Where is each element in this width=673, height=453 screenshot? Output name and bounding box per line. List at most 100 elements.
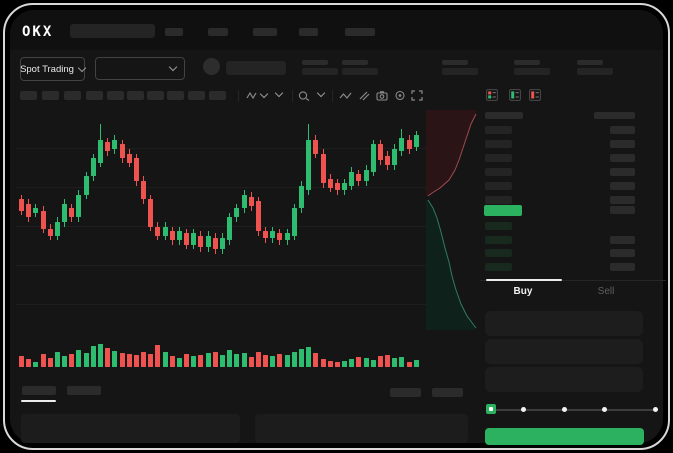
search-input[interactable] [70, 24, 155, 38]
bid-price-skeleton[interactable] [485, 263, 512, 271]
bid-price-skeleton[interactable] [485, 222, 512, 230]
draw-tools-icon[interactable] [358, 90, 370, 101]
trade-input[interactable] [485, 311, 643, 336]
bottom-tab[interactable] [67, 386, 101, 395]
candle [90, 158, 96, 177]
nav-item[interactable] [299, 28, 318, 36]
timeframe-button[interactable] [127, 91, 144, 100]
gridline [16, 304, 426, 305]
book-combined-icon[interactable] [486, 89, 498, 101]
orderbook-column-header [594, 112, 635, 119]
nav-item[interactable] [253, 28, 277, 36]
ask-price-skeleton[interactable] [485, 154, 512, 162]
timeframe-button[interactable] [188, 91, 205, 100]
timeframe-button[interactable] [167, 91, 184, 100]
volume-bar [90, 346, 96, 367]
candle [105, 142, 111, 152]
volume-bar [342, 361, 348, 367]
ask-amount-skeleton[interactable] [610, 182, 635, 190]
nav-item[interactable] [345, 28, 375, 36]
stat-label-skeleton [577, 60, 603, 65]
timeframe-button[interactable] [107, 91, 124, 100]
ask-amount-skeleton[interactable] [610, 196, 635, 204]
candle [234, 208, 240, 218]
book-bids-icon[interactable] [509, 89, 521, 101]
candle [162, 226, 168, 236]
volume-bar [169, 356, 175, 367]
slider-step-dot[interactable] [601, 407, 607, 412]
volume-bar [327, 361, 333, 367]
coin-avatar [203, 58, 220, 75]
amount-slider-track[interactable] [489, 409, 656, 411]
stat-value-skeleton [577, 68, 613, 75]
volume-bar [191, 356, 197, 367]
stat-label-skeleton [442, 60, 468, 65]
stat-label-skeleton [342, 60, 368, 65]
candle [184, 233, 190, 245]
ask-price-skeleton[interactable] [485, 182, 512, 190]
candle [97, 139, 103, 163]
ask-amount-skeleton[interactable] [610, 140, 635, 148]
last-price-bar[interactable] [484, 205, 522, 216]
interval-dropdown[interactable] [274, 88, 284, 98]
candle [241, 194, 247, 209]
book-asks-icon[interactable] [529, 89, 541, 101]
indicator-dropdown[interactable] [316, 88, 326, 98]
gridline [16, 187, 426, 188]
bottom-tab[interactable] [22, 386, 56, 395]
indicator-icon[interactable] [298, 90, 310, 101]
timeframe-button[interactable] [64, 91, 81, 100]
bottom-action-button[interactable] [432, 388, 463, 397]
timeframe-button[interactable] [209, 91, 226, 100]
depth-chart[interactable] [426, 110, 478, 330]
line-tool-icon[interactable] [339, 91, 352, 101]
candle-type-icon[interactable] [246, 89, 269, 101]
buy-submit-button[interactable] [485, 428, 644, 445]
ask-amount-skeleton[interactable] [610, 126, 635, 134]
timeframe-button[interactable] [20, 91, 37, 100]
bid-amount-skeleton[interactable] [610, 263, 635, 271]
nav-item[interactable] [165, 28, 183, 36]
bid-price-skeleton[interactable] [485, 249, 512, 257]
bottom-action-button[interactable] [390, 388, 421, 397]
trade-input[interactable] [485, 339, 643, 364]
ask-amount-skeleton[interactable] [610, 154, 635, 162]
okx-logo[interactable]: OKX [22, 24, 54, 40]
market-type-dropdown[interactable]: Spot Trading [20, 57, 87, 81]
tab-sell[interactable]: Sell [597, 286, 615, 297]
fullscreen-icon[interactable] [411, 90, 423, 101]
ask-price-skeleton[interactable] [485, 126, 512, 134]
ask-price-skeleton[interactable] [485, 168, 512, 176]
bid-amount-skeleton[interactable] [610, 236, 635, 244]
volume-bar [69, 354, 75, 367]
ask-price-skeleton[interactable] [485, 140, 512, 148]
bid-amount-skeleton[interactable] [610, 249, 635, 257]
trade-input[interactable] [485, 367, 643, 392]
ask-amount-skeleton[interactable] [610, 168, 635, 176]
volume-bar [198, 355, 204, 367]
candle [54, 222, 60, 236]
timeframe-button[interactable] [42, 91, 59, 100]
timeframe-button[interactable] [147, 91, 164, 100]
slider-step-dot[interactable] [652, 407, 658, 412]
nav-item[interactable] [208, 28, 228, 36]
tab-buy[interactable]: Buy [513, 286, 533, 297]
candlestick-chart[interactable] [16, 108, 426, 336]
ask-price-skeleton[interactable] [485, 196, 512, 204]
candle [191, 233, 197, 245]
volume-bar [377, 356, 383, 367]
slider-handle[interactable] [486, 404, 496, 414]
volume-bar [270, 356, 276, 367]
pair-dropdown[interactable] [95, 57, 185, 80]
settings-icon[interactable] [394, 90, 406, 101]
timeframe-button[interactable] [86, 91, 103, 100]
camera-icon[interactable] [376, 90, 388, 101]
market-type-label: Spot Trading [20, 63, 74, 75]
candle [370, 144, 376, 172]
candle [263, 231, 269, 238]
gridline [16, 265, 426, 266]
bid-price-skeleton[interactable] [485, 236, 512, 244]
slider-step-dot[interactable] [520, 407, 526, 412]
slider-step-dot[interactable] [561, 407, 567, 412]
volume-bar [370, 360, 376, 367]
